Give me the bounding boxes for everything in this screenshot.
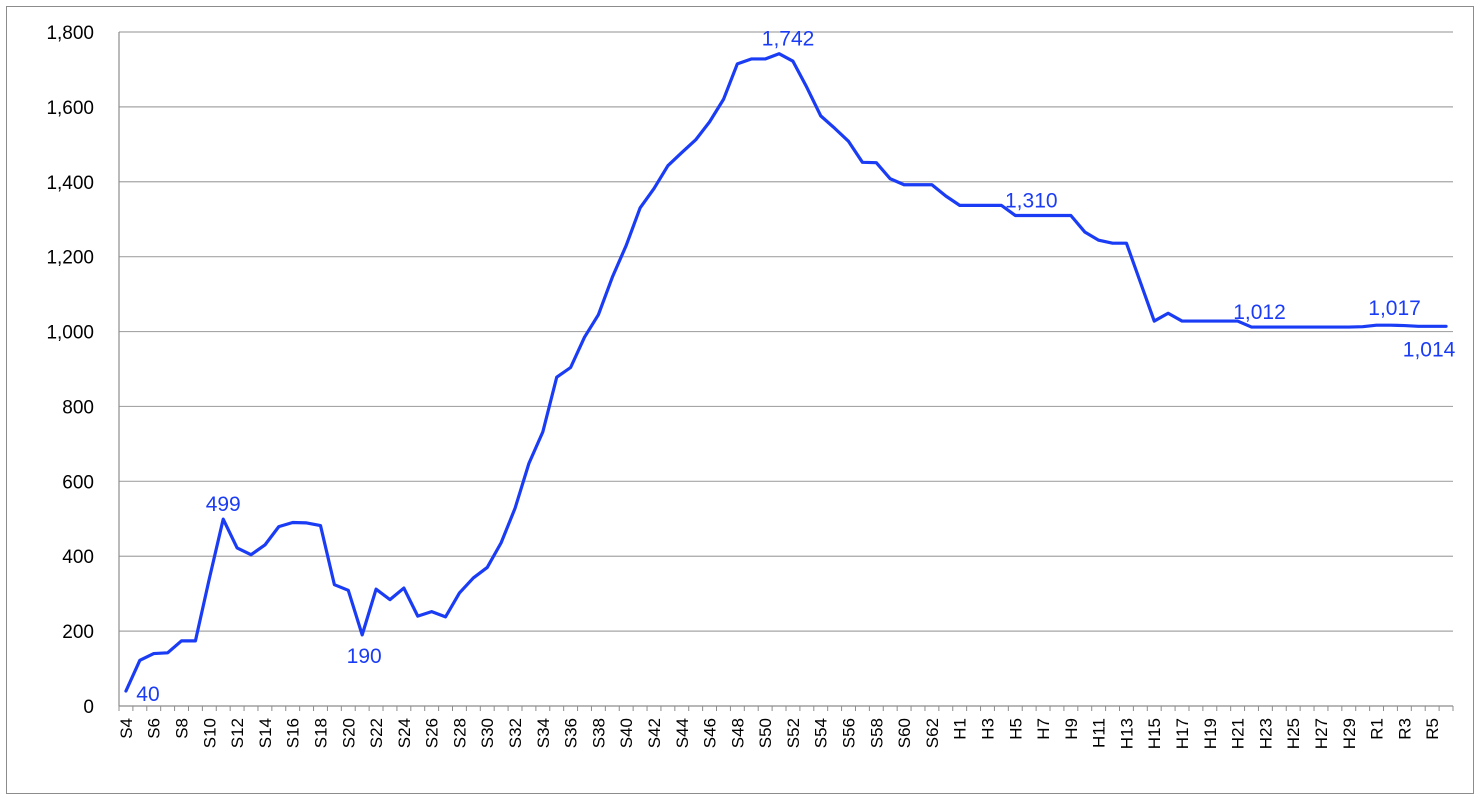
x-tick-label: H23 bbox=[1256, 718, 1275, 749]
x-tick-label: S14 bbox=[256, 718, 275, 748]
x-tick-label: S28 bbox=[450, 718, 469, 748]
y-tick-label: 400 bbox=[62, 547, 94, 568]
x-tick-label: H5 bbox=[1006, 718, 1025, 740]
x-tick-label: S34 bbox=[534, 718, 553, 748]
y-tick-label: 1,000 bbox=[46, 323, 94, 344]
x-tick-label: R3 bbox=[1395, 718, 1414, 740]
x-tick-label: S6 bbox=[145, 718, 164, 739]
x-tick-label: S42 bbox=[645, 718, 664, 748]
y-tick-label: 200 bbox=[62, 622, 94, 643]
x-tick-label: H3 bbox=[978, 718, 997, 740]
x-tick-label: S50 bbox=[756, 718, 775, 748]
series-line bbox=[124, 52, 1448, 693]
data-label: 1,017 bbox=[1368, 297, 1421, 320]
x-tick-label: H15 bbox=[1145, 718, 1164, 749]
x-tick-label: S56 bbox=[840, 718, 859, 748]
x-tick-label: S32 bbox=[506, 718, 525, 748]
x-tick-label: S12 bbox=[228, 718, 247, 748]
x-tick-label: S40 bbox=[617, 718, 636, 748]
y-tick-label: 1,600 bbox=[46, 98, 94, 119]
x-tick-label: H19 bbox=[1201, 718, 1220, 749]
data-label: 40 bbox=[136, 683, 159, 706]
x-tick-label: S8 bbox=[173, 718, 192, 739]
series-group bbox=[124, 52, 1448, 693]
y-tick-label: 1,200 bbox=[46, 248, 94, 269]
x-tick-label: S4 bbox=[117, 718, 136, 739]
x-tick-label: S44 bbox=[673, 718, 692, 748]
x-tick-label: S38 bbox=[589, 718, 608, 748]
data-label: 499 bbox=[206, 493, 241, 516]
data-label: 1,742 bbox=[762, 28, 815, 51]
x-tick-label: H11 bbox=[1090, 718, 1109, 748]
x-tick-label: S26 bbox=[423, 718, 442, 748]
x-tick-label: S48 bbox=[728, 718, 747, 748]
x-tick-label: S20 bbox=[339, 718, 358, 748]
x-axis-ticks: S4 S6 S8 S10 S12 S14 S16 S18 S20 S22 S24 S26 S28 S30 S… bbox=[117, 706, 1454, 749]
x-tick-label: H27 bbox=[1312, 718, 1331, 749]
x-tick-label: S62 bbox=[923, 718, 942, 748]
data-labels: 40 499 190 1,742 1,310 1,012 1,017 1,014 bbox=[136, 28, 1455, 706]
chart-frame bbox=[6, 6, 1474, 794]
y-tick-label: 1,400 bbox=[46, 173, 94, 194]
x-tick-label: S22 bbox=[367, 718, 386, 748]
x-tick-label: R1 bbox=[1368, 718, 1387, 740]
x-tick-label: S30 bbox=[478, 718, 497, 748]
x-tick-label: H7 bbox=[1034, 718, 1053, 740]
x-tick-label: S16 bbox=[284, 718, 303, 748]
x-tick-label: S18 bbox=[311, 718, 330, 748]
data-label: 190 bbox=[347, 645, 382, 668]
x-tick-label: H29 bbox=[1340, 718, 1359, 749]
x-tick-label: H21 bbox=[1229, 718, 1248, 749]
y-tick-label: 800 bbox=[62, 397, 94, 418]
x-tick-label: H13 bbox=[1117, 718, 1136, 749]
x-tick-label: S24 bbox=[395, 718, 414, 748]
x-tick-label: S52 bbox=[784, 718, 803, 748]
x-tick-label: H1 bbox=[951, 718, 970, 740]
y-tick-label: 1,800 bbox=[46, 23, 94, 44]
x-tick-label: S60 bbox=[895, 718, 914, 748]
x-tick-label: S10 bbox=[200, 718, 219, 748]
data-label: 1,014 bbox=[1403, 338, 1456, 361]
y-tick-label: 600 bbox=[62, 472, 94, 493]
x-tick-label: H17 bbox=[1173, 718, 1192, 749]
y-axis-ticks: 0 200 400 600 800 1,000 1,200 1,400 1,600 1,800 bbox=[46, 23, 94, 718]
x-tick-label: S46 bbox=[701, 718, 720, 748]
data-label: 1,310 bbox=[1005, 189, 1058, 212]
gridlines bbox=[118, 31, 1453, 707]
x-tick-label: H9 bbox=[1062, 718, 1081, 740]
data-label: 1,012 bbox=[1233, 301, 1286, 324]
y-tick-label: 0 bbox=[83, 697, 94, 718]
x-tick-label: R5 bbox=[1423, 718, 1442, 740]
x-tick-label: S58 bbox=[867, 718, 886, 748]
x-tick-label: S54 bbox=[812, 718, 831, 748]
x-tick-label: H25 bbox=[1284, 718, 1303, 749]
x-tick-label: S36 bbox=[562, 718, 581, 748]
